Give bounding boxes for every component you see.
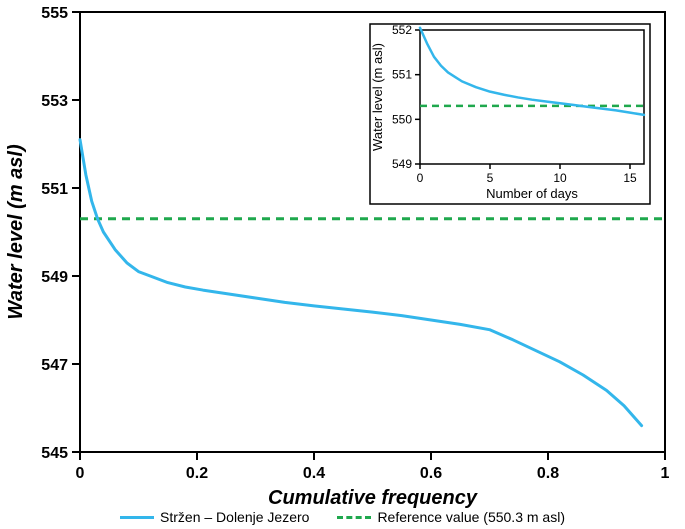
svg-text:545: 545 xyxy=(41,445,68,462)
svg-text:0: 0 xyxy=(417,171,424,185)
legend-label-reference: Reference value (550.3 m asl) xyxy=(377,509,565,525)
svg-text:551: 551 xyxy=(41,181,68,198)
legend-label-series: Stržen – Dolenje Jezero xyxy=(160,509,309,525)
svg-text:555: 555 xyxy=(41,5,68,22)
svg-text:0: 0 xyxy=(76,465,85,482)
svg-text:549: 549 xyxy=(41,269,68,286)
svg-text:Water level (m asl): Water level (m asl) xyxy=(370,43,385,151)
svg-text:551: 551 xyxy=(392,68,412,82)
legend-swatch-series xyxy=(120,516,154,519)
svg-text:Water level (m asl): Water level (m asl) xyxy=(5,144,27,320)
svg-text:1: 1 xyxy=(661,465,670,482)
svg-text:15: 15 xyxy=(623,171,637,185)
svg-text:10: 10 xyxy=(553,171,567,185)
legend: Stržen – Dolenje Jezero Reference value … xyxy=(0,509,685,525)
svg-text:Number of days: Number of days xyxy=(486,186,578,201)
svg-text:0.8: 0.8 xyxy=(537,465,559,482)
legend-item-series: Stržen – Dolenje Jezero xyxy=(120,509,309,525)
svg-text:552: 552 xyxy=(392,23,412,37)
svg-text:5: 5 xyxy=(487,171,494,185)
svg-text:0.6: 0.6 xyxy=(420,465,442,482)
svg-text:Cumulative frequency: Cumulative frequency xyxy=(268,487,478,509)
legend-swatch-reference xyxy=(337,516,371,519)
svg-text:0.4: 0.4 xyxy=(303,465,325,482)
chart-svg: 0 0.2 0.4 0.6 0.8 1 545 547 549 551 553 555 Cumulati… xyxy=(0,0,685,529)
svg-text:549: 549 xyxy=(392,157,412,171)
svg-text:550: 550 xyxy=(392,112,412,126)
svg-text:553: 553 xyxy=(41,93,68,110)
legend-item-reference: Reference value (550.3 m asl) xyxy=(337,509,565,525)
svg-text:547: 547 xyxy=(41,357,68,374)
chart-figure: { "main": { "type": "line", "xlabel": "C… xyxy=(0,0,685,529)
svg-text:0.2: 0.2 xyxy=(186,465,208,482)
